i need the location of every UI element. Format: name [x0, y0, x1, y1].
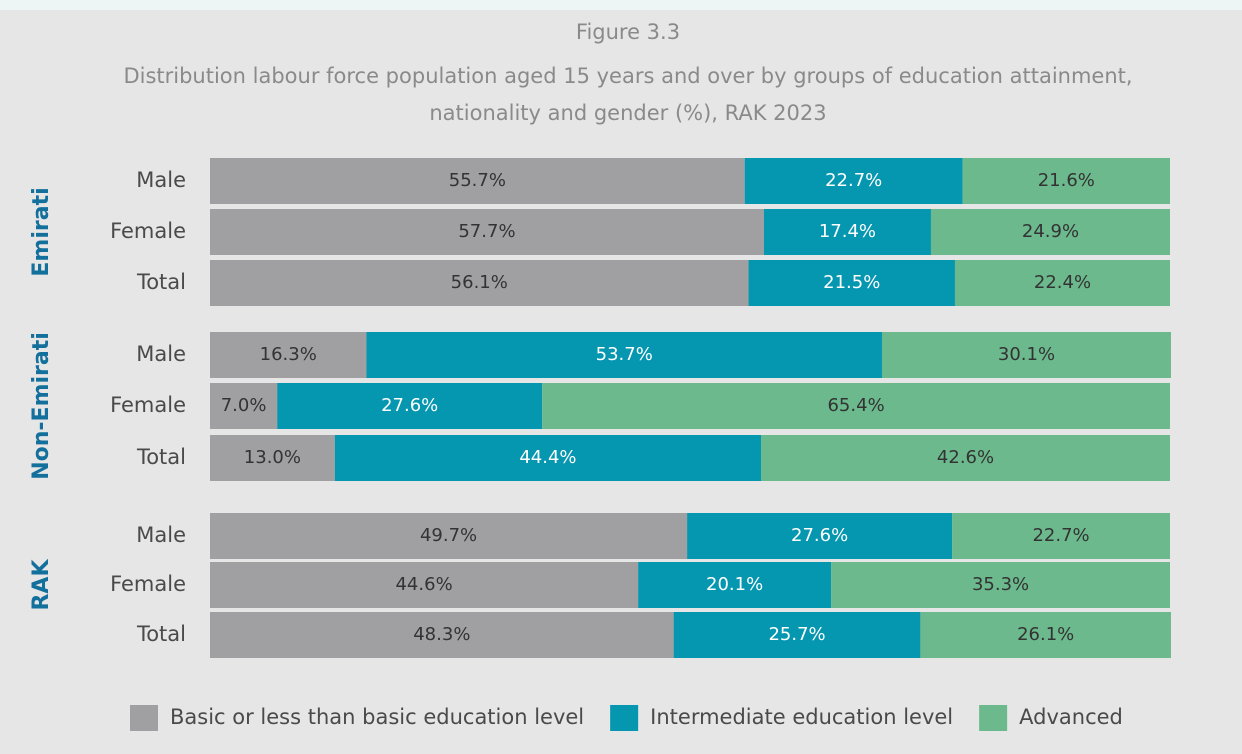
data-label: 48.3% — [413, 624, 470, 645]
category-label: Female — [110, 393, 186, 417]
data-label: 35.3% — [972, 574, 1029, 595]
data-label: 44.4% — [519, 447, 576, 468]
data-label: 26.1% — [1017, 624, 1074, 645]
bar-segment — [210, 513, 688, 559]
bar-segment — [210, 562, 639, 608]
chart-title: Figure 3.3 — [576, 20, 680, 44]
data-label: 42.6% — [937, 447, 994, 468]
bar-segment — [210, 209, 764, 255]
data-label: 44.6% — [395, 574, 452, 595]
bar-segment — [763, 209, 931, 255]
group-label: Emirati — [29, 187, 54, 276]
category-label: Male — [136, 523, 186, 547]
legend-swatch — [979, 705, 1008, 731]
bar-segment — [210, 612, 674, 658]
data-label: 27.6% — [381, 395, 438, 416]
data-label: 56.1% — [451, 272, 508, 293]
bar-segment — [962, 158, 1170, 204]
bar-segment — [831, 562, 1170, 608]
data-label: 21.5% — [823, 272, 880, 293]
bar-segment — [210, 158, 745, 204]
bar-segment — [210, 260, 749, 306]
bar-segment — [744, 158, 963, 204]
bar-segment — [366, 332, 883, 378]
data-label: 25.7% — [768, 624, 825, 645]
data-label: 55.7% — [449, 170, 506, 191]
category-label: Female — [110, 219, 186, 243]
legend-label: Advanced — [1019, 705, 1123, 729]
bar-segment — [210, 383, 278, 429]
category-label: Total — [136, 270, 186, 294]
bar-segment — [687, 513, 953, 559]
bar-segment — [210, 332, 367, 378]
legend-label: Basic or less than basic education level — [170, 705, 584, 729]
data-label: 22.7% — [825, 170, 882, 191]
data-label: 27.6% — [791, 525, 848, 546]
chart-subtitle: Distribution labour force population age… — [123, 64, 1132, 88]
category-label: Male — [136, 168, 186, 192]
bar-segment — [542, 383, 1170, 429]
legend-label: Intermediate education level — [650, 705, 953, 729]
bar-segment — [920, 612, 1171, 658]
bar-segment — [952, 513, 1170, 559]
category-label: Female — [110, 572, 186, 596]
bar-segment — [761, 435, 1170, 481]
data-label: 49.7% — [420, 525, 477, 546]
data-label: 17.4% — [819, 221, 876, 242]
data-label: 21.6% — [1038, 170, 1095, 191]
data-label: 22.4% — [1034, 272, 1091, 293]
category-label: Total — [136, 622, 186, 646]
bar-segment — [673, 612, 921, 658]
group-label: RAK — [29, 559, 54, 611]
data-label: 13.0% — [244, 447, 301, 468]
data-label: 53.7% — [596, 344, 653, 365]
data-label: 65.4% — [827, 395, 884, 416]
bar-segment — [277, 383, 543, 429]
data-label: 22.7% — [1032, 525, 1089, 546]
data-label: 57.7% — [458, 221, 515, 242]
bar-segment — [638, 562, 832, 608]
group-label: Non-Emirati — [29, 332, 54, 480]
bar-segment — [930, 209, 1170, 255]
data-label: 7.0% — [221, 395, 267, 416]
data-label: 20.1% — [706, 574, 763, 595]
bar-segment — [954, 260, 1170, 306]
bar-segment — [210, 435, 335, 481]
data-label: 24.9% — [1022, 221, 1079, 242]
data-label: 16.3% — [260, 344, 317, 365]
category-label: Total — [136, 445, 186, 469]
category-label: Male — [136, 342, 186, 366]
legend-swatch — [130, 705, 158, 731]
legend-swatch — [610, 705, 639, 731]
chart-subtitle: nationality and gender (%), RAK 2023 — [429, 101, 826, 125]
bar-segment — [334, 435, 762, 481]
bar-segment — [882, 332, 1171, 378]
bar-segment — [748, 260, 955, 306]
data-label: 30.1% — [998, 344, 1055, 365]
